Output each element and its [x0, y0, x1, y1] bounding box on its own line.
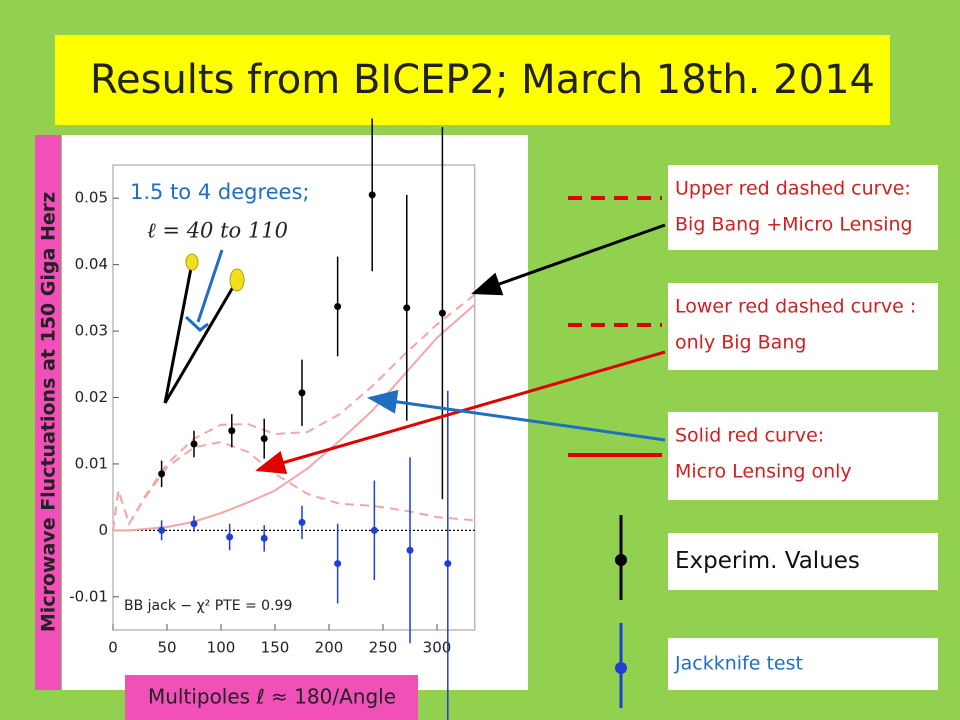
data-point	[368, 191, 376, 199]
legend-label: Jackknife test	[674, 653, 803, 675]
y-tick-label: 0.01	[75, 454, 108, 472]
legend-box	[668, 533, 938, 590]
curve	[113, 303, 476, 532]
data-point	[260, 534, 268, 542]
legend-label: Experim. Values	[675, 548, 860, 574]
legend-box	[668, 412, 938, 500]
legend-label: Upper red dashed curve:	[675, 178, 911, 200]
arrow	[367, 389, 666, 442]
y-tick-label: 0.05	[75, 189, 108, 207]
x-tick-label: 50	[157, 639, 176, 657]
data-point	[334, 560, 342, 568]
chart-panel	[62, 135, 528, 690]
x-tick-label: 0	[108, 639, 118, 657]
x-tick-label: 300	[423, 639, 452, 657]
legend-box	[668, 638, 938, 690]
x-tick-label: 200	[315, 639, 344, 657]
x-tick-label: 150	[261, 639, 290, 657]
curve	[112, 293, 476, 531]
legend-label: Solid red curve:	[675, 425, 824, 447]
legend-swatch	[615, 662, 627, 674]
legend-description: only Big Bang	[675, 332, 806, 354]
data-point	[226, 533, 234, 541]
data-point	[260, 435, 268, 443]
angle-diagram	[163, 249, 245, 404]
y-tick-label: -0.01	[69, 587, 108, 605]
legend-box	[668, 165, 938, 250]
legend-label: Lower red dashed curve :	[675, 296, 916, 318]
data-point	[190, 520, 198, 528]
legend-swatch	[615, 554, 627, 566]
y-axis-label: Microwave Fluctuations at 150 Giga Herz	[38, 192, 60, 632]
y-tick-label: 0	[98, 521, 108, 539]
data-point	[444, 560, 452, 568]
annotation: ℓ = 40 to 110	[147, 219, 288, 243]
data-point	[406, 546, 414, 554]
data-point	[370, 526, 378, 534]
data-point	[228, 427, 236, 435]
data-point	[298, 389, 306, 397]
legend-box	[668, 283, 938, 370]
data-point	[334, 302, 342, 310]
data-point	[438, 309, 446, 317]
y-tick-label: 0.02	[75, 388, 108, 406]
plot: -0.01 0 0.01 0.02 0.03 0.04 0.05 0 50 100 150 200 25…	[69, 118, 476, 720]
annotation: 1.5 to 4 degrees;	[130, 180, 309, 204]
x-label-box	[125, 675, 418, 720]
y-tick-label: 0.03	[75, 322, 108, 340]
legend-description: Micro Lensing only	[675, 461, 852, 483]
data-point	[403, 304, 411, 312]
annotation: BB jack − χ² PTE = 0.99	[124, 598, 292, 614]
x-tick-label: 250	[369, 639, 398, 657]
arrow	[471, 223, 666, 296]
data-point	[158, 526, 166, 534]
x-tick-label: 100	[207, 639, 236, 657]
curve	[112, 440, 475, 531]
data-point	[190, 440, 198, 448]
data-point	[298, 518, 306, 526]
slide-title: Results from BICEP2; March 18th. 2014	[90, 57, 875, 103]
title-box	[55, 35, 890, 125]
y-tick-label: 0.04	[75, 255, 108, 273]
y-label-box	[35, 135, 61, 690]
legend: Upper red dashed curve: Big Bang +Micro L…	[568, 165, 938, 708]
legend-description: Big Bang +Micro Lensing	[675, 214, 913, 236]
data-point	[158, 470, 166, 478]
x-axis-label: Multipoles ℓ ≈ 180/Angle	[148, 685, 396, 709]
